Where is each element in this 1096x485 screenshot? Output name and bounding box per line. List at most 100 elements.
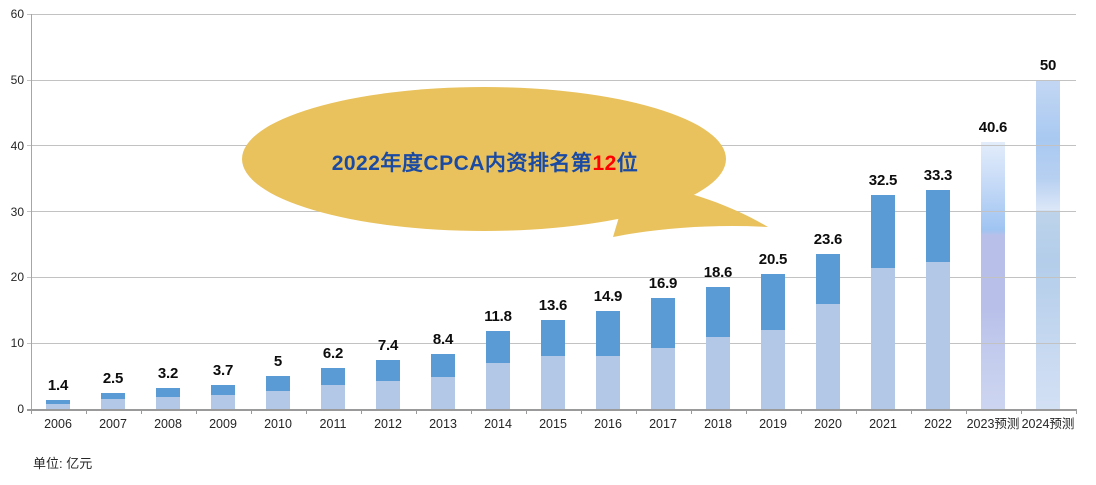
bar-segment-light xyxy=(211,395,235,409)
bar-segment-dark xyxy=(486,331,510,363)
x-axis-label: 2024预测 xyxy=(1021,417,1075,431)
bar-segment-light xyxy=(706,336,730,409)
x-axis-label: 2018 xyxy=(704,417,732,431)
x-axis-label: 2016 xyxy=(594,417,622,431)
x-axis-tick xyxy=(360,409,362,414)
x-axis-label: 2013 xyxy=(429,417,457,431)
data-label: 18.6 xyxy=(703,263,733,281)
data-label: 2.5 xyxy=(102,369,124,387)
x-axis-tick xyxy=(250,409,252,414)
bar-segment-dark xyxy=(651,297,675,349)
callout-text: 2022年度CPCA内资排名第12位 xyxy=(252,147,718,177)
gridline xyxy=(27,13,1076,15)
bar-segment-dark xyxy=(871,195,895,268)
bar-segment-dark xyxy=(926,189,950,263)
x-axis-label: 2015 xyxy=(539,417,567,431)
bar-segment-light xyxy=(101,399,125,409)
x-axis-tick xyxy=(415,409,417,414)
x-axis-label: 2012 xyxy=(374,417,402,431)
callout-highlight: 12 xyxy=(592,152,617,175)
x-axis-tick xyxy=(965,409,967,414)
data-label: 13.6 xyxy=(538,296,568,314)
data-label: 3.2 xyxy=(157,364,179,382)
bar-segment-dark xyxy=(266,376,290,391)
data-label: 7.4 xyxy=(377,337,399,355)
y-axis-line xyxy=(31,14,32,409)
bar-segment-light xyxy=(486,362,510,409)
bar-segment-light xyxy=(376,381,400,409)
x-axis-label: 2008 xyxy=(154,417,182,431)
bar-segment-light xyxy=(761,330,785,409)
bar-segment-dark xyxy=(46,399,70,405)
x-axis-tick xyxy=(910,409,912,414)
x-axis-label: 2007 xyxy=(99,417,127,431)
y-tick-label: 0 xyxy=(17,402,24,416)
callout-suffix: 位 xyxy=(616,152,639,175)
x-axis-label: 2019 xyxy=(759,417,787,431)
y-tick-label: 20 xyxy=(10,270,24,285)
bar-segment-light xyxy=(321,384,345,409)
x-axis-label: 2022 xyxy=(924,417,952,431)
gridline xyxy=(27,211,1076,213)
bar-segment-light xyxy=(871,267,895,409)
y-tick-label: 10 xyxy=(10,336,24,351)
x-axis-label: 2006 xyxy=(44,417,72,431)
bar-segment-dark xyxy=(816,253,840,304)
x-axis-tick xyxy=(690,409,692,414)
bar-segment-dark xyxy=(596,311,620,356)
bar-segment-dark xyxy=(376,360,400,382)
bar-segment-light xyxy=(596,355,620,409)
bar-segment-light xyxy=(816,303,840,409)
bar-segment-light xyxy=(541,356,565,409)
bar-segment-dark xyxy=(761,274,785,331)
data-label: 8.4 xyxy=(432,330,454,348)
data-label: 20.5 xyxy=(758,251,788,269)
data-label: 50 xyxy=(1039,57,1057,75)
y-tick-label: 50 xyxy=(10,73,24,88)
x-axis-label: 2020 xyxy=(814,417,842,431)
gridline xyxy=(27,79,1076,81)
x-axis-tick xyxy=(305,409,307,414)
x-axis-tick xyxy=(525,409,527,414)
x-axis-label: 2017 xyxy=(649,417,677,431)
x-axis-label: 2021 xyxy=(869,417,897,431)
x-axis-label: 2023预测 xyxy=(966,417,1020,431)
bar-segment-light xyxy=(46,404,70,409)
data-label: 1.4 xyxy=(47,376,69,394)
x-axis-tick xyxy=(745,409,747,414)
x-axis-label: 2011 xyxy=(319,417,347,431)
bar-segment-dark xyxy=(211,384,235,396)
x-axis-line xyxy=(27,409,1076,411)
callout-prefix: 2022年度CPCA内资排名第 xyxy=(331,152,593,175)
data-label: 3.7 xyxy=(212,361,234,379)
x-axis-label: 2010 xyxy=(264,417,292,431)
data-label: 6.2 xyxy=(322,345,344,363)
bar-segment-dark xyxy=(156,387,180,398)
data-label: 23.6 xyxy=(813,230,843,248)
x-axis-tick xyxy=(470,409,472,414)
data-label: 14.9 xyxy=(593,288,623,305)
bar-forecast xyxy=(1036,80,1060,409)
gridline xyxy=(27,276,1076,278)
bar-segment-dark xyxy=(431,353,455,377)
x-axis-tick xyxy=(635,409,637,414)
data-label: 5 xyxy=(273,353,283,371)
bar-segment-dark xyxy=(321,368,345,385)
data-label: 32.5 xyxy=(868,172,898,190)
x-axis-label: 2009 xyxy=(209,417,237,431)
x-axis-tick xyxy=(1020,409,1022,414)
bar-segment-light xyxy=(926,262,950,409)
x-axis-tick xyxy=(140,409,142,414)
x-axis-tick xyxy=(30,409,32,414)
bar-segment-light xyxy=(156,397,180,409)
y-tick-label: 30 xyxy=(10,204,24,219)
unit-label: 单位: 亿元 xyxy=(33,456,93,471)
data-label: 16.9 xyxy=(648,274,678,292)
x-axis-tick xyxy=(85,409,87,414)
x-axis-tick xyxy=(800,409,802,414)
bar-segment-dark xyxy=(101,392,125,400)
data-label: 40.6 xyxy=(978,118,1008,136)
bar-segment-light xyxy=(431,376,455,409)
